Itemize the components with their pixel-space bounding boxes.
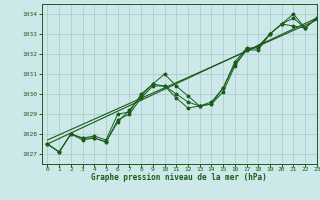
X-axis label: Graphe pression niveau de la mer (hPa): Graphe pression niveau de la mer (hPa): [91, 173, 267, 182]
